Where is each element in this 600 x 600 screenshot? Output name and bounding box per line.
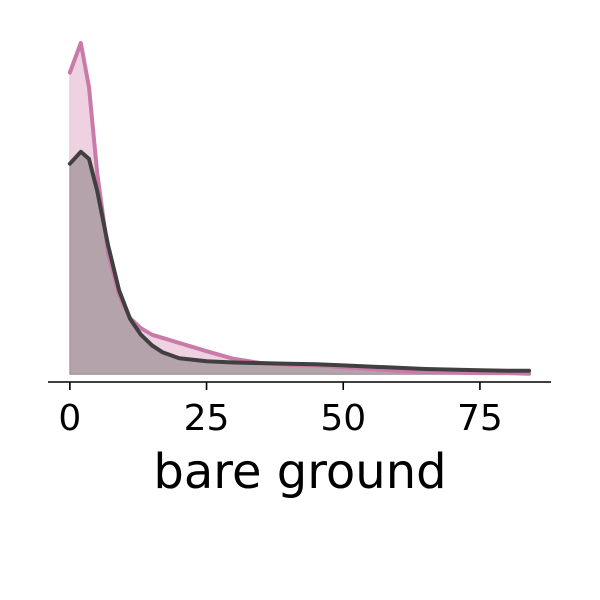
series-1-line [67, 41, 532, 376]
x-tick-label: 25 [184, 398, 230, 439]
series-layer [67, 41, 532, 376]
x-tick-label: 75 [457, 398, 503, 439]
x-axis-title: bare ground [153, 444, 446, 500]
series-2-area [69, 151, 530, 375]
series-2-line [67, 149, 532, 373]
x-tick-label: 50 [320, 398, 366, 439]
x-tick-label: 0 [58, 398, 81, 439]
x-ticks: 0 25 50 75 [58, 382, 503, 439]
